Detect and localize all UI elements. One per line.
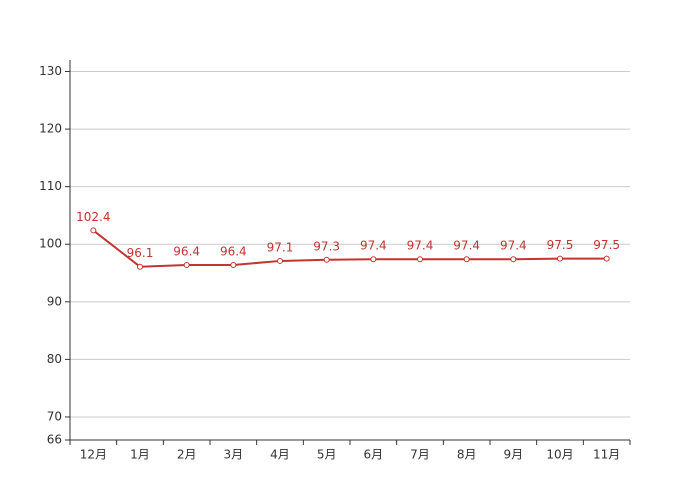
y-tick-label: 110 <box>39 179 62 193</box>
point <box>370 256 377 263</box>
data-label: 102.4 <box>76 210 110 224</box>
point <box>603 255 610 262</box>
x-tick-label: 5月 <box>317 448 337 462</box>
point <box>417 256 423 263</box>
x-tick-label: 9月 <box>504 448 524 462</box>
point <box>137 263 143 270</box>
data-label: 97.4 <box>407 239 434 253</box>
point <box>323 256 330 263</box>
point <box>90 227 97 234</box>
data-label: 97.3 <box>313 239 340 253</box>
line <box>92 229 607 268</box>
x-tick-label: 6月 <box>364 448 384 462</box>
x-tick-label: 2月 <box>177 448 197 462</box>
point <box>557 255 563 262</box>
data-label: 96.4 <box>173 244 200 258</box>
data-label: 96.1 <box>127 246 154 260</box>
y-tick-label: 80 <box>47 352 62 366</box>
y-tick-label: 120 <box>39 122 62 136</box>
point <box>277 257 283 264</box>
x-tick-label: 1月 <box>130 448 150 462</box>
y-tick-label: 70 <box>47 409 62 423</box>
y-tick-label: 66 <box>47 433 62 447</box>
data-label: 96.4 <box>220 244 247 258</box>
point <box>510 256 517 263</box>
x-tick-label: 4月 <box>270 448 290 462</box>
point <box>463 256 470 263</box>
x-tick-label: 8月 <box>457 448 477 462</box>
point <box>230 261 237 268</box>
y-tick-label: 130 <box>39 64 62 78</box>
y-tick-label: 100 <box>39 237 62 251</box>
data-label: 97.5 <box>593 238 620 252</box>
point <box>183 261 190 268</box>
x-tick-label: 7月 <box>410 448 430 462</box>
data-label: 97.4 <box>360 239 387 253</box>
x-tick-label: 10月 <box>546 448 573 462</box>
x-tick-label: 12月 <box>80 448 107 462</box>
data-label: 97.4 <box>500 239 527 253</box>
data-label: 97.5 <box>547 238 574 252</box>
data-label: 97.4 <box>453 239 480 253</box>
data-label: 97.1 <box>267 240 294 254</box>
y-tick-label: 90 <box>47 294 62 308</box>
x-tick-label: 11月 <box>593 448 620 462</box>
x-tick-label: 3月 <box>224 448 244 462</box>
